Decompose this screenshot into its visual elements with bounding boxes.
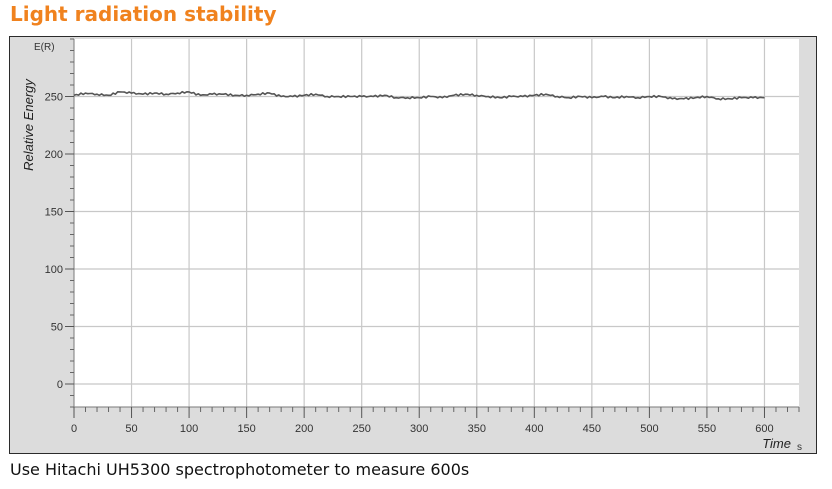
chart-frame: 0 50 100 150 200 250 0 50 100 150 200 250 300 350 400 4… bbox=[9, 36, 817, 454]
y-tick-label: 0 bbox=[57, 379, 63, 391]
x-tick-label: 400 bbox=[525, 423, 543, 435]
caption: Use Hitachi UH5300 spectrophotometer to … bbox=[10, 460, 470, 479]
x-unit-label: s bbox=[797, 442, 802, 453]
y-tick-label: 200 bbox=[45, 149, 63, 161]
y-tick-label: 100 bbox=[45, 264, 63, 276]
x-tick-label: 50 bbox=[125, 423, 137, 435]
relative-energy-chart: 0 50 100 150 200 250 0 50 100 150 200 250 300 350 400 4… bbox=[21, 38, 802, 453]
x-tick-label: 150 bbox=[237, 423, 255, 435]
y-tick-label: 150 bbox=[45, 207, 63, 219]
y-axis-label: Relative Energy bbox=[21, 78, 36, 171]
x-tick-label: 250 bbox=[353, 423, 371, 435]
relative-energy-series-line bbox=[73, 90, 765, 101]
x-tick-label: 550 bbox=[698, 423, 716, 435]
x-tick-label: 200 bbox=[295, 423, 313, 435]
axes: 0 50 100 150 200 250 0 50 100 150 200 250 300 350 400 4… bbox=[45, 38, 800, 435]
y-unit-label: E(R) bbox=[34, 42, 55, 53]
x-tick-label: 350 bbox=[468, 423, 486, 435]
series-layer bbox=[73, 90, 765, 101]
x-tick-label: 500 bbox=[640, 423, 658, 435]
y-tick-label: 50 bbox=[51, 322, 63, 334]
x-tick-label: 600 bbox=[755, 423, 773, 435]
x-tick-label: 300 bbox=[410, 423, 428, 435]
x-axis-label: Time bbox=[762, 436, 791, 451]
page-title: Light radiation stability bbox=[10, 2, 277, 26]
plot-area bbox=[74, 39, 799, 407]
x-tick-label: 450 bbox=[583, 423, 601, 435]
x-tick-label: 0 bbox=[71, 423, 77, 435]
y-tick-label: 250 bbox=[45, 92, 63, 104]
x-tick-label: 100 bbox=[180, 423, 198, 435]
